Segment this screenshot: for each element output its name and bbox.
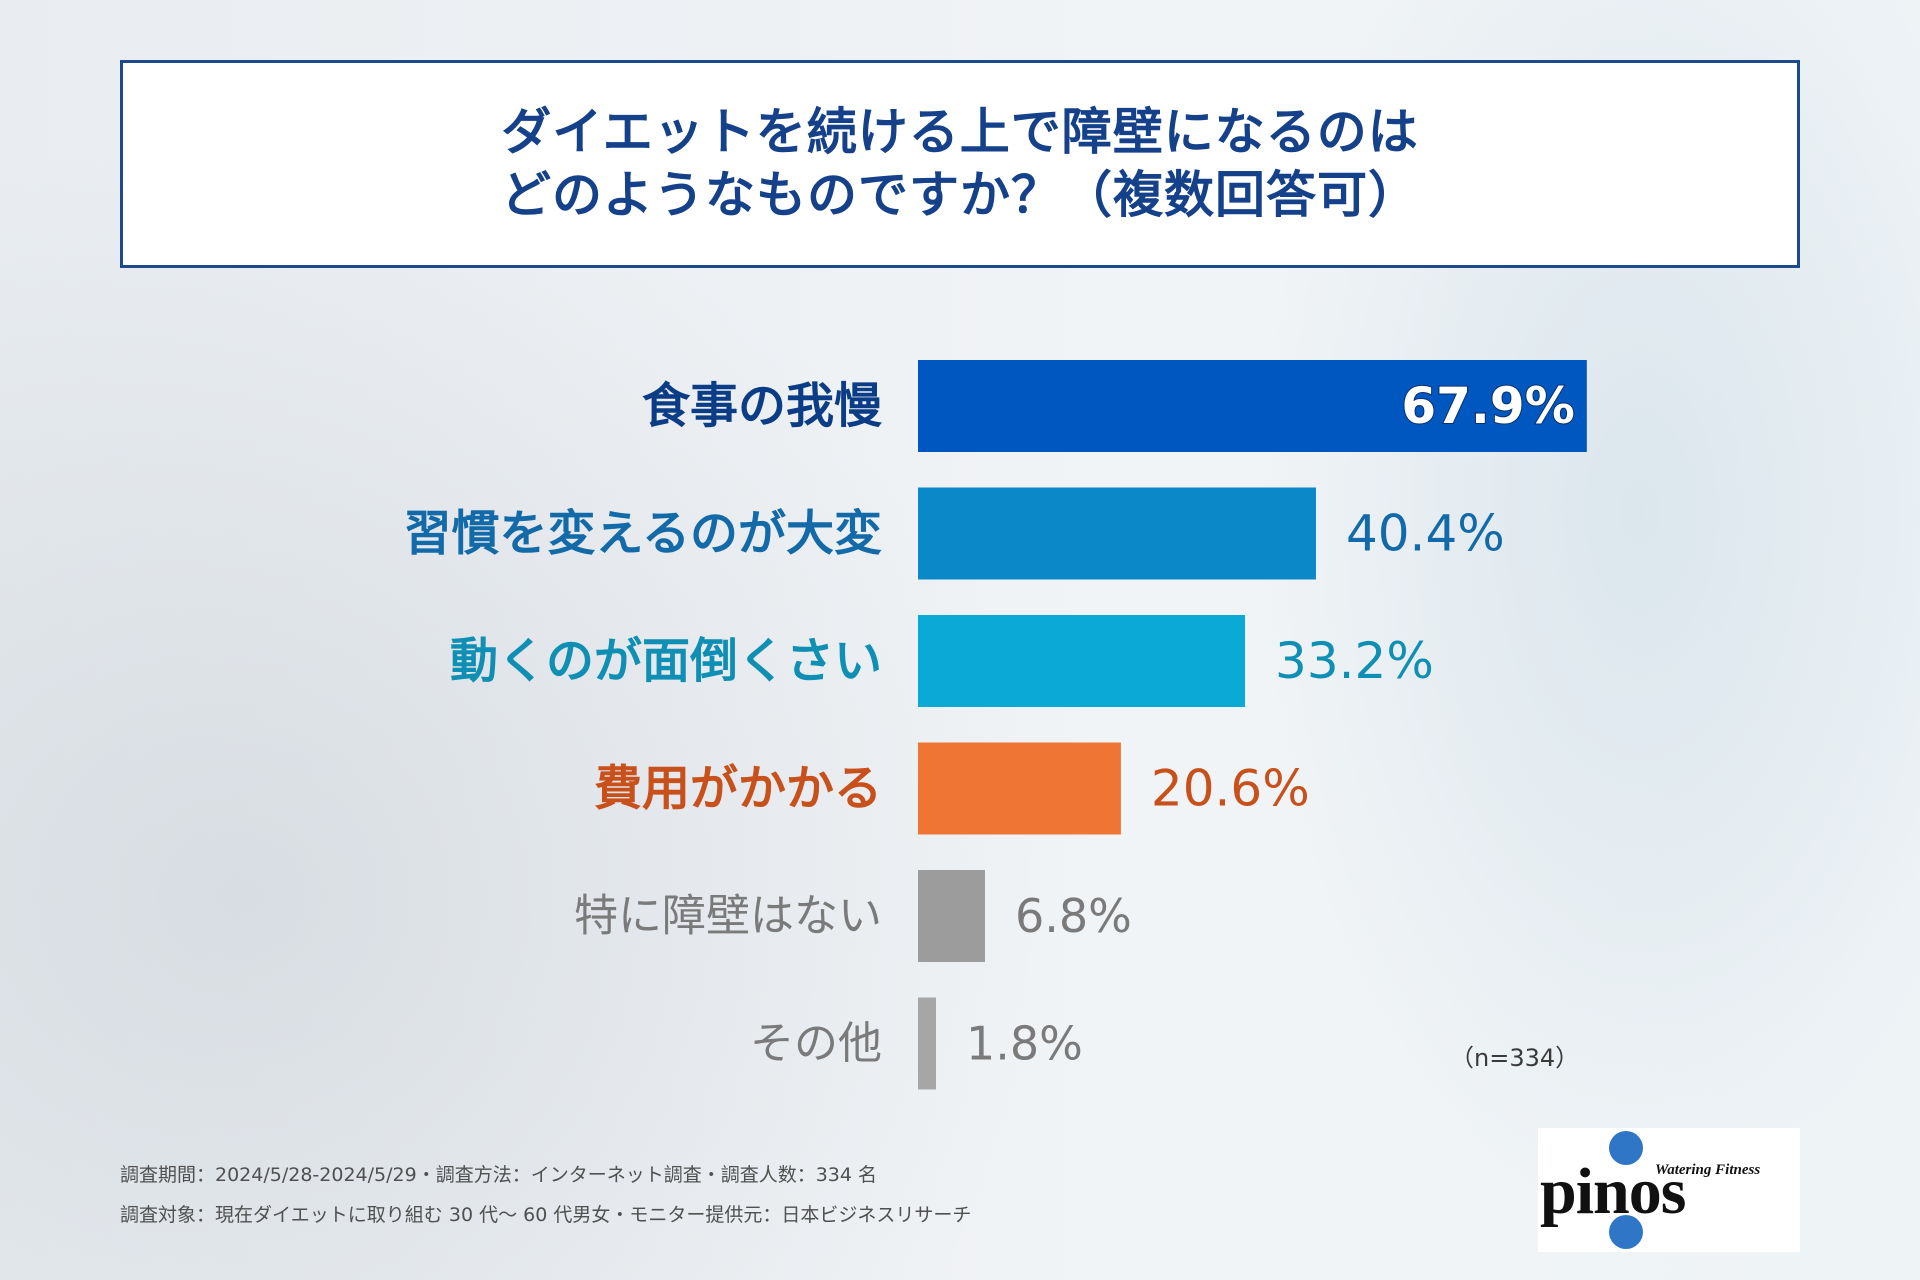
bar-5 bbox=[918, 997, 936, 1090]
category-label-4: 特に障壁はない bbox=[574, 891, 882, 942]
bar-0 bbox=[918, 360, 1587, 452]
category-label-0: 食事の我慢 bbox=[642, 378, 883, 434]
chart-title-line-1: ダイエットを続ける上で障壁になるのは bbox=[501, 103, 1419, 161]
value-label-4: 6.8% bbox=[1015, 889, 1132, 943]
chart-title-line-2: どのようなものですか？（複数回答可） bbox=[501, 166, 1419, 224]
pinos-logo: Watering Fitness pinos bbox=[1538, 1128, 1800, 1252]
value-label-2: 33.2% bbox=[1275, 632, 1434, 690]
svg-text:Watering Fitness: Watering Fitness bbox=[1655, 1162, 1760, 1178]
chart-title-box: ダイエットを続ける上で障壁になるのは どのようなものですか？（複数回答可） bbox=[120, 60, 1800, 268]
value-label-1: 40.4% bbox=[1346, 505, 1505, 563]
survey-footnote-1: 調査期間：2024/5/28-2024/5/29・調査方法：インターネット調査・… bbox=[120, 1164, 878, 1186]
value-label-5: 1.8% bbox=[966, 1017, 1083, 1071]
bar-4 bbox=[918, 870, 985, 962]
sample-size-note: （n=334） bbox=[1450, 1044, 1580, 1072]
svg-text:pinos: pinos bbox=[1540, 1155, 1686, 1228]
category-label-1: 習慣を変えるのが大変 bbox=[403, 506, 882, 562]
value-label-3: 20.6% bbox=[1151, 760, 1310, 818]
category-label-3: 費用がかかる bbox=[594, 761, 882, 817]
bar-1 bbox=[918, 487, 1316, 580]
survey-footnote-2: 調査対象：現在ダイエットに取り組む 30 代～ 60 代男女・モニター提供元：日… bbox=[120, 1204, 972, 1226]
bar-3 bbox=[918, 742, 1121, 835]
value-label-0: 67.9% bbox=[1401, 377, 1574, 435]
category-label-2: 動くのが面倒くさい bbox=[450, 633, 882, 689]
category-label-5: その他 bbox=[750, 1018, 882, 1069]
bar-2 bbox=[918, 615, 1246, 707]
